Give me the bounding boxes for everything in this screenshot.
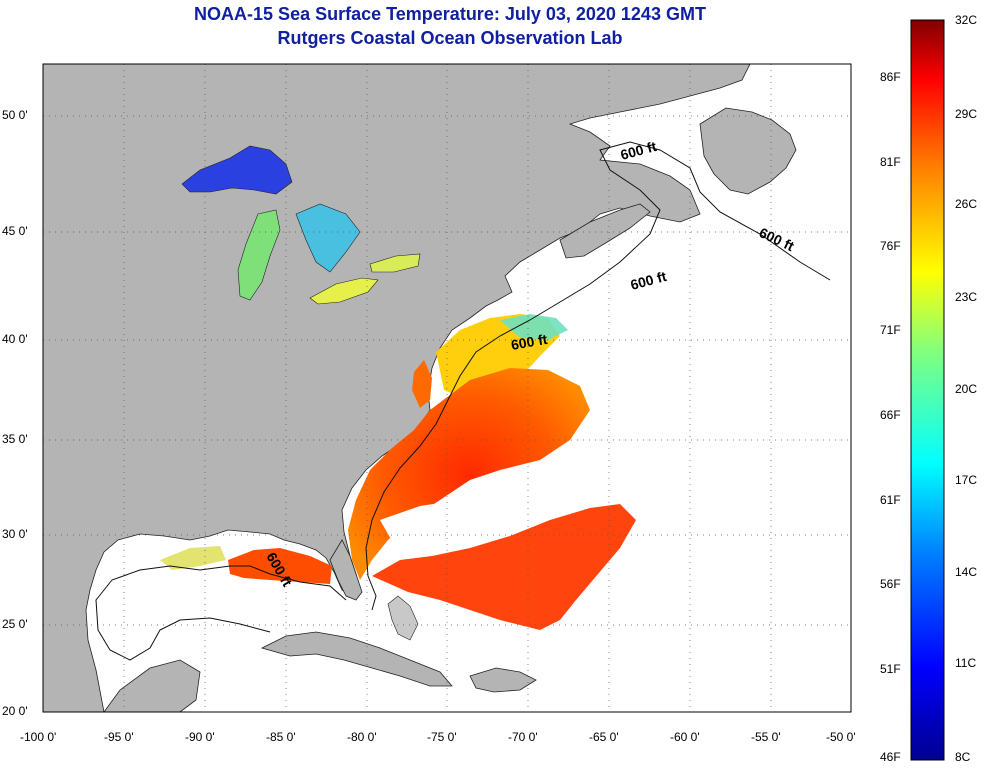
- isobath-600ft-gulf: [95, 565, 347, 661]
- lon-tick-85: -85 0': [266, 730, 296, 744]
- colorbar-c-20: 20C: [955, 382, 978, 396]
- colorbar-f-51: 51F: [880, 662, 901, 676]
- colorbar-c-26: 26C: [955, 197, 978, 211]
- land-yucatan: [103, 659, 201, 712]
- sst-chesapeake: [412, 360, 432, 408]
- map-frame: [42, 63, 852, 713]
- colorbar: [910, 19, 945, 761]
- lon-tick-90: -90 0': [185, 730, 215, 744]
- lon-tick-60: -60 0': [670, 730, 700, 744]
- colorbar-f-71: 71F: [880, 323, 901, 337]
- lat-tick-30: 30 0': [2, 527, 28, 541]
- colorbar-c-29: 29C: [955, 107, 978, 121]
- lake-ontario: [369, 253, 421, 273]
- lat-tick-40: 40 0': [2, 332, 28, 346]
- colorbar-f-46: 46F: [880, 750, 901, 764]
- lat-tick-50: 50 0': [2, 108, 28, 122]
- colorbar-f-56: 56F: [880, 577, 901, 591]
- map-title: NOAA-15 Sea Surface Temperature: July 03…: [194, 4, 706, 24]
- land-bahamas: [387, 595, 419, 641]
- colorbar-c-32: 32C: [955, 13, 978, 27]
- graticule: [43, 64, 851, 712]
- land-nova-scotia: [559, 203, 651, 259]
- lat-tick-35: 35 0': [2, 432, 28, 446]
- sst-gulf-coast-west: [160, 546, 226, 570]
- colorbar-f-61: 61F: [880, 493, 901, 507]
- land-newfoundland: [699, 107, 797, 195]
- sst-southern-atlantic: [372, 504, 636, 630]
- lon-tick-100: -100 0': [20, 730, 57, 744]
- lake-huron: [295, 203, 361, 273]
- isobath-600ft: [365, 141, 831, 611]
- contour-label-4: 600 ft: [510, 331, 549, 353]
- lat-tick-45: 45 0': [2, 224, 28, 238]
- map-subtitle: Rutgers Coastal Ocean Observation Lab: [277, 28, 623, 48]
- sst-east-cloud-gap: [380, 500, 510, 548]
- colorbar-f-81: 81F: [880, 155, 901, 169]
- lon-tick-55: -55 0': [751, 730, 781, 744]
- lat-tick-25: 25 0': [2, 617, 28, 631]
- colorbar-c-8: 8C: [955, 750, 971, 764]
- lon-tick-95: -95 0': [104, 730, 134, 744]
- sst-gulf-of-maine: [500, 314, 568, 340]
- colorbar-f-76: 76F: [880, 239, 901, 253]
- lon-tick-75: -75 0': [427, 730, 457, 744]
- colorbar-f-86: 86F: [880, 70, 901, 84]
- lon-tick-65: -65 0': [589, 730, 619, 744]
- lake-superior: [181, 145, 293, 195]
- colorbar-c-17: 17C: [955, 473, 978, 487]
- land-hispaniola: [469, 667, 537, 693]
- sst-gulf-stream: [348, 368, 590, 580]
- colorbar-c-14: 14C: [955, 565, 978, 579]
- land-florida: [329, 539, 363, 601]
- lat-tick-20: 20 0': [2, 704, 28, 718]
- land-cuba: [260, 631, 453, 687]
- colorbar-c-11: 11C: [955, 656, 977, 670]
- lon-tick-80: -80 0': [347, 730, 377, 744]
- sst-gulf-of-mexico-north: [228, 548, 332, 584]
- lon-tick-70: -70 0': [508, 730, 538, 744]
- colorbar-f-66: 66F: [880, 408, 901, 422]
- lon-tick-50: -50 0': [826, 730, 856, 744]
- lake-erie: [309, 277, 379, 305]
- colorbar-c-23: 23C: [955, 290, 978, 304]
- lake-michigan: [237, 209, 281, 301]
